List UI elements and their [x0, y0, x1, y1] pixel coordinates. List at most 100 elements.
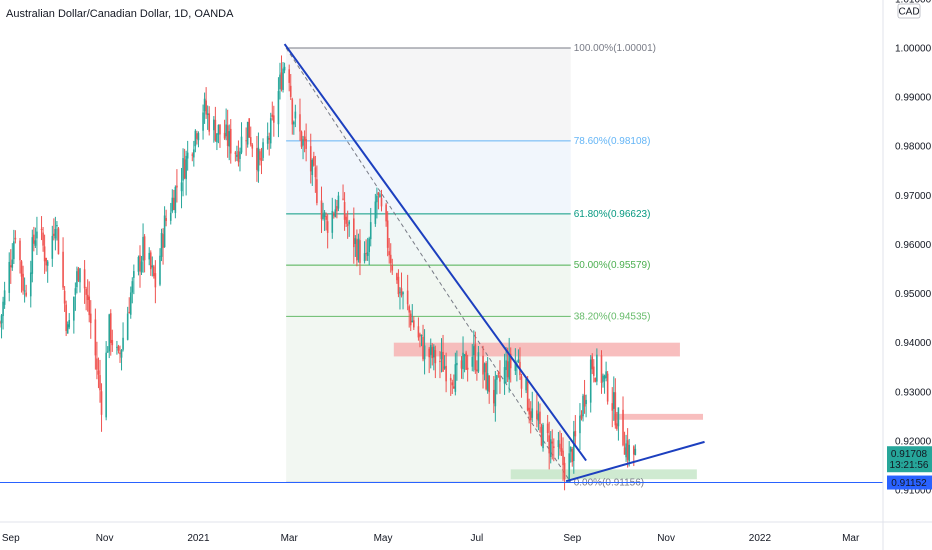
candle-body [549, 439, 552, 458]
candle-body [40, 228, 43, 230]
candle-body [623, 447, 626, 455]
candle-body [316, 179, 318, 204]
candle-body [305, 139, 307, 149]
candle-body [262, 142, 264, 158]
candle-body [453, 386, 455, 389]
x-tick-label: Nov [96, 533, 114, 544]
candle-body [326, 221, 329, 233]
candle-body [323, 212, 326, 217]
candle-body [563, 462, 566, 480]
candle-body [228, 131, 231, 147]
x-tick-label: Mar [842, 533, 860, 544]
candle-body [34, 240, 37, 246]
candle-body [417, 326, 420, 338]
downtrend-trendline[interactable] [283, 43, 587, 462]
candle-body [153, 266, 155, 277]
candle-body [572, 431, 575, 461]
candle-body [413, 320, 415, 328]
candle-body [246, 122, 249, 145]
candle-body [36, 231, 38, 239]
candle-body [596, 354, 598, 382]
candle-body [282, 68, 284, 90]
candle-body [173, 197, 175, 211]
candle-body [589, 359, 592, 403]
candle-body [74, 288, 77, 295]
y-tick-label: 0.93000 [895, 387, 932, 398]
candle-body [226, 125, 229, 146]
candle-body [111, 339, 114, 346]
candle-body [402, 292, 404, 295]
candle-body [73, 296, 75, 321]
candle-body [22, 273, 24, 291]
candle-body [13, 241, 15, 260]
candle-body [205, 100, 207, 115]
candle-body [325, 215, 327, 220]
candle-body [234, 152, 237, 154]
candle-body [140, 261, 143, 273]
candle-body [196, 133, 198, 139]
candle-body [105, 352, 107, 418]
uptrend-trendline[interactable] [565, 440, 705, 483]
candle-body [493, 389, 495, 404]
candle-body [131, 281, 134, 293]
candle-body [169, 212, 172, 221]
candle-body [45, 257, 47, 266]
candle-body [229, 128, 232, 154]
candle-body [19, 240, 21, 261]
candle-body [193, 149, 195, 158]
candle-body [594, 378, 597, 382]
candle-body [293, 121, 295, 125]
candle-body [520, 376, 523, 389]
candle-body [86, 294, 89, 301]
candle-body [33, 234, 35, 244]
candle-body [369, 222, 372, 240]
candle-body [289, 85, 292, 97]
candle-body [399, 291, 401, 293]
y-tick-label: 0.94000 [895, 338, 932, 349]
candle-body [3, 290, 6, 305]
y-tick-label: 1.00000 [895, 44, 932, 55]
currency-label: CAD [898, 7, 919, 18]
candle-body [283, 66, 286, 71]
candle-body [431, 347, 434, 359]
candle-body [300, 131, 303, 147]
candle-body [411, 320, 414, 323]
candle-body [333, 213, 335, 216]
candle-body [89, 313, 92, 324]
candle-body [53, 233, 55, 236]
trendlines-layer[interactable] [283, 43, 705, 483]
candle-body [365, 253, 367, 255]
candle-body [148, 252, 151, 260]
candle-body [525, 379, 527, 391]
candle-body [560, 448, 563, 452]
fib-fill-layer [286, 47, 571, 483]
candle-body [203, 98, 206, 112]
candle-body [120, 350, 123, 358]
candle-body [237, 151, 240, 163]
candle-body [580, 414, 583, 419]
candle-body [76, 271, 78, 288]
candle-body [219, 124, 221, 135]
candle-body [302, 139, 304, 146]
candle-body [137, 257, 140, 272]
candle-body [517, 359, 520, 362]
candle-body [83, 269, 86, 289]
candle-body [497, 373, 500, 375]
candle-body [419, 334, 421, 337]
candle-body [388, 251, 390, 256]
candle-body [552, 446, 555, 448]
candle-body [397, 276, 400, 295]
candle-body [568, 453, 570, 482]
candle-body [462, 352, 464, 370]
candle-body [106, 351, 109, 353]
candle-body [482, 355, 484, 375]
candle-body [314, 167, 317, 178]
candle-body [540, 426, 543, 446]
minor-resistance-zone [613, 413, 704, 420]
candle-body [377, 192, 380, 195]
candle-body [240, 136, 243, 153]
candle-body [320, 200, 323, 220]
candle-body [122, 337, 124, 350]
